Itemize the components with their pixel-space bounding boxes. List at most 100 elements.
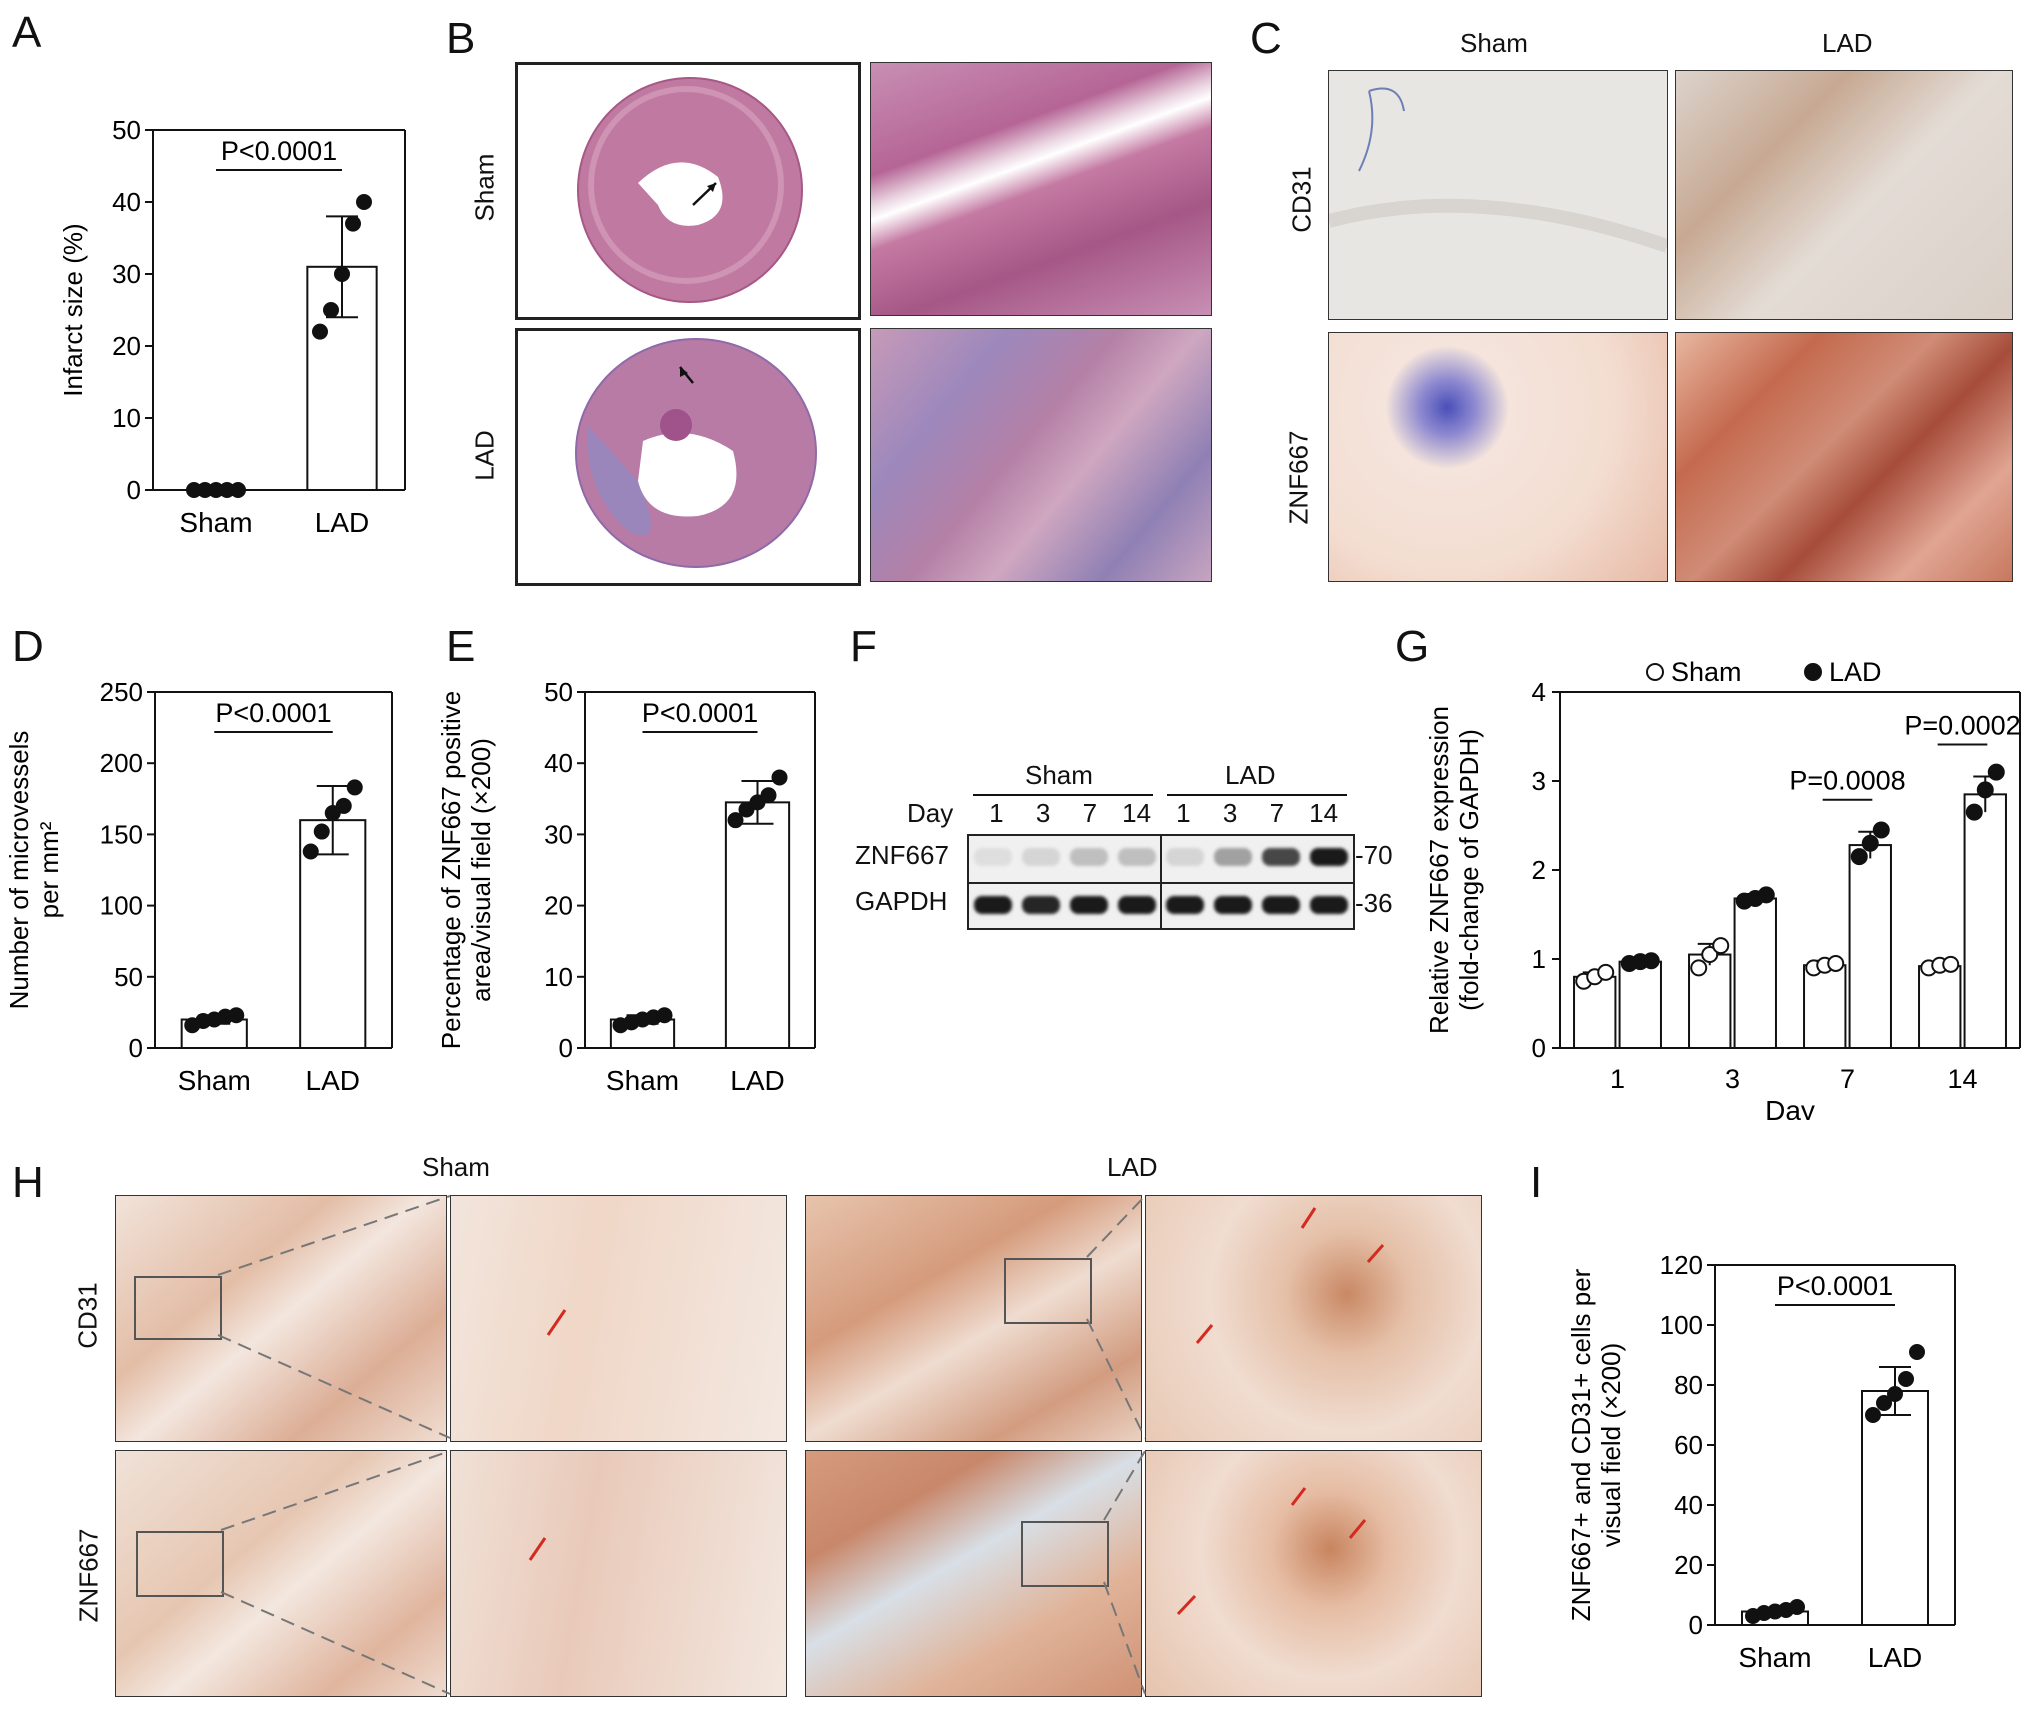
col-label-sham: Sham	[1460, 28, 1528, 58]
band-gapdh-0	[974, 896, 1012, 914]
y-axis-label: Number of microvessels	[4, 731, 34, 1010]
y-axis-label: per mm²	[34, 821, 64, 918]
y-axis-label: visual field (×200)	[1596, 1343, 1626, 1548]
blot-label-znf667: ZNF667	[855, 840, 949, 870]
western-blot: Sham LAD Day 1 3 7 14 1 3 7 14 ZNF667 GAPDH -70…	[855, 690, 1415, 930]
y-tick-label: 40	[544, 748, 573, 778]
y-axis-label: ZNF667+ and CD31+ cells per	[1566, 1268, 1596, 1621]
data-point-sham	[1712, 937, 1730, 955]
panel-letter-e: E	[446, 622, 476, 671]
x-axis-label: Day	[1765, 1095, 1815, 1120]
band-gapdh-5	[1214, 896, 1252, 914]
x-tick-label: LAD	[315, 507, 369, 538]
data-point	[656, 1007, 673, 1024]
blot-day-4: 1	[1176, 798, 1191, 828]
ihc-h-cd31-lad-zoom	[1145, 1195, 1482, 1442]
data-point-lad	[1757, 886, 1775, 904]
y-tick-label: 0	[1689, 1610, 1703, 1640]
y-tick-label: 20	[544, 891, 573, 921]
zoom-box-lad	[1004, 1258, 1092, 1324]
p-value-label: P<0.0001	[1777, 1271, 1893, 1301]
bar-lad-day-1	[1618, 960, 1662, 1050]
col-label-lad: LAD	[1822, 28, 1873, 58]
x-tick-label: Sham	[1738, 1642, 1811, 1673]
band-gapdh-1	[1022, 896, 1060, 914]
blot-days: 1 3 7 14 1 3 7 14	[973, 798, 1347, 832]
data-point	[1909, 1344, 1925, 1360]
band-znf667-1	[1022, 848, 1060, 866]
blot-day-1: 3	[1035, 798, 1051, 828]
he-section-lad	[575, 338, 817, 568]
he-whole-heart-lad	[515, 328, 861, 586]
bar-lad-day-7	[1848, 844, 1892, 1049]
data-point-sham	[1942, 955, 1960, 973]
data-point	[345, 215, 361, 232]
data-point-lad	[1872, 821, 1890, 839]
data-point	[186, 482, 202, 498]
band-znf667-7	[1310, 848, 1348, 866]
y-axis-label: Percentage of ZNF667 positive	[436, 691, 466, 1049]
y-tick-label: 0	[559, 1033, 573, 1063]
p-value-label: P<0.0001	[221, 136, 337, 166]
zoom-box	[134, 1276, 222, 1340]
chart-znf667-expression: 0 1 2 3 4 1 3 7 14 Day P=0.0008 P=0.0002 Sham LAD Rela…	[1424, 657, 2021, 1120]
band-gapdh-7	[1310, 896, 1348, 914]
zoom-box-znf-lad	[1021, 1521, 1109, 1587]
data-point-lad	[1976, 781, 1994, 799]
y-tick-label: 40	[112, 187, 141, 217]
data-point	[219, 482, 235, 498]
y-tick-label: 10	[112, 403, 141, 433]
p-value-label: P<0.0001	[642, 698, 758, 728]
chart-infarct-size: 0 10 20 30 40 50 Sham LAD P<0.0001 Infarct size (…	[58, 115, 406, 538]
bar-lad-day-3	[1733, 897, 1777, 1049]
bar-lad	[724, 801, 791, 1049]
y-tick-label: 120	[1660, 1250, 1703, 1280]
ihc-h-znf667-lad-zoom	[1145, 1450, 1482, 1697]
blot-day-label: Day	[907, 798, 954, 828]
blot-label-gapdh: GAPDH	[855, 886, 948, 916]
data-point-lad	[1850, 848, 1868, 866]
blot-day-7: 14	[1309, 798, 1339, 828]
blot-day-0: 1	[989, 798, 1004, 828]
bar-lad	[1861, 1390, 1929, 1626]
data-point-lad	[1987, 763, 2005, 781]
bar-lad-day-14	[1963, 793, 2007, 1049]
x-tick-label: 3	[1725, 1064, 1740, 1094]
band-znf667-3	[1118, 848, 1156, 866]
band-znf667-5	[1214, 848, 1252, 866]
band-znf667-2	[1070, 848, 1108, 866]
p-value-label: P<0.0001	[215, 698, 331, 728]
y-tick-label: 80	[1674, 1370, 1703, 1400]
h-col-label-sham: Sham	[422, 1152, 490, 1182]
ihc-h-cd31-sham-zoom	[450, 1195, 787, 1442]
data-point-sham	[1827, 954, 1845, 972]
zoom-box-znf	[136, 1531, 224, 1597]
y-tick-label: 50	[112, 115, 141, 145]
p-value-label: P=0.0002	[1904, 711, 2020, 741]
y-axis-label: (fold-change of GAPDH)	[1454, 729, 1484, 1011]
y-tick-label: 0	[1532, 1033, 1546, 1063]
y-tick-label: 0	[127, 475, 141, 505]
x-tick-label: Sham	[179, 507, 252, 538]
data-point	[1789, 1599, 1805, 1615]
y-tick-label: 60	[1674, 1430, 1703, 1460]
panel-letter-i: I	[1530, 1158, 1543, 1207]
data-point-lad	[1965, 803, 1983, 821]
x-tick-label: Sham	[178, 1065, 251, 1096]
x-tick-label: LAD	[730, 1065, 784, 1096]
y-tick-label: 20	[1674, 1550, 1703, 1580]
blot-day-5: 3	[1222, 798, 1238, 828]
data-point-sham	[1690, 959, 1708, 977]
data-point	[771, 769, 788, 786]
ihc-znf667-lad	[1675, 332, 2013, 582]
y-tick-label: 200	[100, 748, 143, 778]
ihc-h-cd31-lad	[805, 1195, 1142, 1442]
he-zoom-lad	[870, 328, 1212, 582]
band-znf667-0	[974, 848, 1012, 866]
bar-sham-day-14	[1918, 965, 1962, 1049]
y-tick-label: 2	[1532, 855, 1546, 885]
y-tick-label: 0	[129, 1033, 143, 1063]
x-tick-label: 14	[1947, 1064, 1977, 1094]
blot-day-2: 7	[1082, 798, 1098, 828]
data-point	[313, 823, 330, 840]
